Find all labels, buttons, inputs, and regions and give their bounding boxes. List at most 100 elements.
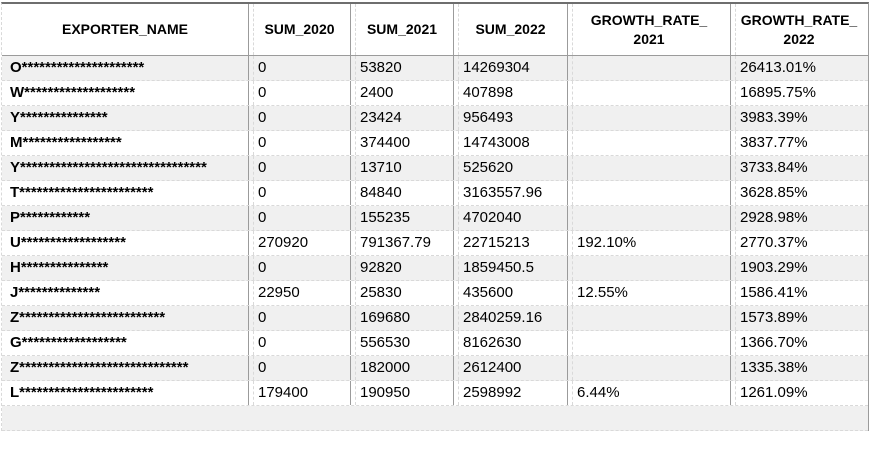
- cell-growth-rate-2022[interactable]: 2770.37%: [730, 231, 867, 255]
- cell-growth-rate-2021[interactable]: 192.10%: [567, 231, 730, 255]
- cell-sum-2021[interactable]: 190950: [350, 381, 453, 405]
- cell-exporter-name[interactable]: W*******************: [10, 84, 136, 101]
- cell-growth-rate-2022[interactable]: 3733.84%: [730, 156, 867, 180]
- cell-growth-rate-2022[interactable]: 3983.39%: [730, 106, 867, 130]
- cell-exporter-name[interactable]: J**************: [10, 284, 101, 301]
- cell-exporter-name[interactable]: U******************: [10, 234, 126, 251]
- table-row: W******************* 0 2400 407898 16895…: [2, 81, 868, 106]
- cell-sum-2020[interactable]: 270920: [248, 231, 350, 255]
- cell-growth-rate-2021[interactable]: [567, 131, 730, 155]
- cell-sum-2022[interactable]: 2598992: [453, 381, 567, 405]
- cell-growth-rate-2021[interactable]: [567, 206, 730, 230]
- cell-exporter-name[interactable]: O*********************: [10, 59, 145, 76]
- cell-sum-2021[interactable]: 155235: [350, 206, 453, 230]
- cell-sum-2020[interactable]: 0: [248, 156, 350, 180]
- cell-sum-2021[interactable]: 53820: [350, 56, 453, 80]
- cell-sum-2022[interactable]: 14269304: [453, 56, 567, 80]
- cell-growth-rate-2021[interactable]: [567, 56, 730, 80]
- column-header-growth-rate-2022[interactable]: GROWTH_RATE_ 2022: [730, 4, 867, 55]
- column-header-sum-2021[interactable]: SUM_2021: [350, 4, 453, 55]
- cell-sum-2021[interactable]: 374400: [350, 131, 453, 155]
- table-row: U****************** 270920 791367.79 227…: [2, 231, 868, 256]
- cell-sum-2021[interactable]: 169680: [350, 306, 453, 330]
- cell-sum-2020[interactable]: 0: [248, 131, 350, 155]
- cell-sum-2020[interactable]: 0: [248, 306, 350, 330]
- cell-growth-rate-2022[interactable]: 16895.75%: [730, 81, 867, 105]
- cell-growth-rate-2022[interactable]: 1261.09%: [730, 381, 867, 405]
- cell-exporter-name[interactable]: Y********************************: [10, 159, 207, 176]
- cell-sum-2022[interactable]: 525620: [453, 156, 567, 180]
- table-row: Y******************************** 0 1371…: [2, 156, 868, 181]
- cell-growth-rate-2021[interactable]: [567, 81, 730, 105]
- cell-sum-2020[interactable]: 179400: [248, 381, 350, 405]
- cell-growth-rate-2022[interactable]: 1366.70%: [730, 331, 867, 355]
- cell-sum-2021[interactable]: 556530: [350, 331, 453, 355]
- partial-next-row: [2, 406, 868, 431]
- cell-sum-2020[interactable]: 0: [248, 56, 350, 80]
- cell-sum-2020[interactable]: 0: [248, 256, 350, 280]
- cell-exporter-name[interactable]: T***********************: [10, 184, 154, 201]
- cell-exporter-name[interactable]: G******************: [10, 334, 127, 351]
- cell-sum-2022[interactable]: 2840259.16: [453, 306, 567, 330]
- cell-growth-rate-2021[interactable]: [567, 106, 730, 130]
- cell-exporter-name[interactable]: P************: [10, 209, 91, 226]
- table-row: L*********************** 179400 190950 2…: [2, 381, 868, 406]
- column-header-label: GROWTH_RATE_: [740, 11, 858, 28]
- cell-sum-2021[interactable]: 23424: [350, 106, 453, 130]
- column-header-growth-rate-2021[interactable]: GROWTH_RATE_ 2021: [567, 4, 730, 55]
- cell-sum-2020[interactable]: 0: [248, 331, 350, 355]
- cell-sum-2020[interactable]: 0: [248, 181, 350, 205]
- column-header-label: GROWTH_RATE_: [590, 11, 708, 28]
- cell-growth-rate-2021[interactable]: 12.55%: [567, 281, 730, 305]
- cell-sum-2020[interactable]: 0: [248, 206, 350, 230]
- cell-growth-rate-2022[interactable]: 1573.89%: [730, 306, 867, 330]
- cell-sum-2021[interactable]: 13710: [350, 156, 453, 180]
- column-header-sum-2020[interactable]: SUM_2020: [248, 4, 350, 55]
- cell-sum-2021[interactable]: 791367.79: [350, 231, 453, 255]
- cell-sum-2022[interactable]: 14743008: [453, 131, 567, 155]
- cell-growth-rate-2022[interactable]: 3628.85%: [730, 181, 867, 205]
- cell-sum-2020[interactable]: 0: [248, 106, 350, 130]
- cell-growth-rate-2022[interactable]: 2928.98%: [730, 206, 867, 230]
- table-row: Z************************* 0 169680 2840…: [2, 306, 868, 331]
- column-header-sum-2022[interactable]: SUM_2022: [453, 4, 567, 55]
- cell-exporter-name[interactable]: Z*****************************: [10, 359, 189, 376]
- cell-growth-rate-2021[interactable]: [567, 181, 730, 205]
- cell-sum-2022[interactable]: 1859450.5: [453, 256, 567, 280]
- column-header-exporter-name[interactable]: EXPORTER_NAME: [2, 4, 248, 55]
- cell-growth-rate-2022[interactable]: 1586.41%: [730, 281, 867, 305]
- cell-exporter-name[interactable]: H***************: [10, 259, 109, 276]
- cell-sum-2020[interactable]: 0: [248, 356, 350, 380]
- cell-sum-2022[interactable]: 407898: [453, 81, 567, 105]
- cell-exporter-name[interactable]: M*****************: [10, 134, 122, 151]
- cell-growth-rate-2022[interactable]: 1903.29%: [730, 256, 867, 280]
- cell-growth-rate-2021[interactable]: [567, 156, 730, 180]
- column-header-label: SUM_2021: [366, 21, 438, 37]
- cell-growth-rate-2022[interactable]: 26413.01%: [730, 56, 867, 80]
- cell-growth-rate-2022[interactable]: 3837.77%: [730, 131, 867, 155]
- cell-sum-2020[interactable]: 0: [248, 81, 350, 105]
- cell-growth-rate-2021[interactable]: [567, 256, 730, 280]
- cell-growth-rate-2021[interactable]: [567, 331, 730, 355]
- cell-exporter-name[interactable]: Y***************: [10, 109, 108, 126]
- cell-sum-2021[interactable]: 84840: [350, 181, 453, 205]
- cell-sum-2022[interactable]: 2612400: [453, 356, 567, 380]
- cell-sum-2022[interactable]: 3163557.96: [453, 181, 567, 205]
- cell-growth-rate-2021[interactable]: 6.44%: [567, 381, 730, 405]
- cell-sum-2022[interactable]: 435600: [453, 281, 567, 305]
- cell-growth-rate-2021[interactable]: [567, 306, 730, 330]
- cell-sum-2021[interactable]: 25830: [350, 281, 453, 305]
- cell-exporter-name[interactable]: L***********************: [10, 384, 154, 401]
- cell-sum-2022[interactable]: 22715213: [453, 231, 567, 255]
- table-row: T*********************** 0 84840 3163557…: [2, 181, 868, 206]
- cell-sum-2021[interactable]: 92820: [350, 256, 453, 280]
- cell-sum-2021[interactable]: 2400: [350, 81, 453, 105]
- cell-growth-rate-2021[interactable]: [567, 356, 730, 380]
- cell-sum-2022[interactable]: 4702040: [453, 206, 567, 230]
- cell-exporter-name[interactable]: Z*************************: [10, 309, 166, 326]
- cell-sum-2022[interactable]: 956493: [453, 106, 567, 130]
- cell-growth-rate-2022[interactable]: 1335.38%: [730, 356, 867, 380]
- cell-sum-2021[interactable]: 182000: [350, 356, 453, 380]
- cell-sum-2022[interactable]: 8162630: [453, 331, 567, 355]
- cell-sum-2020[interactable]: 22950: [248, 281, 350, 305]
